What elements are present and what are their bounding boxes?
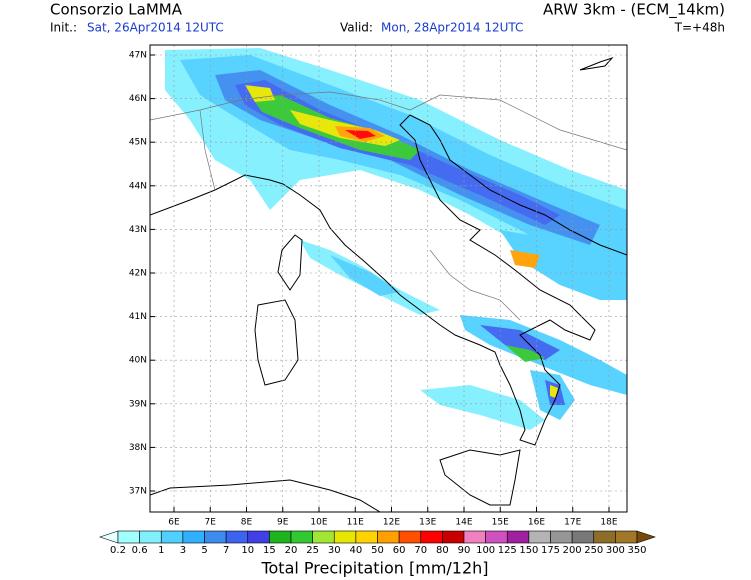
- map-area: [150, 45, 627, 512]
- colorbar-label: 15: [263, 545, 276, 556]
- lon-label: 16E: [528, 518, 545, 528]
- map-frame: [149, 44, 628, 513]
- colorbar-label: 5: [201, 545, 207, 556]
- lon-label: 7E: [205, 518, 217, 528]
- colorbar-label: 250: [584, 545, 603, 556]
- colorbar-box: [442, 530, 465, 544]
- colorbar-box: [550, 530, 573, 544]
- colorbar-label: 25: [306, 545, 319, 556]
- lon-label: 15E: [492, 518, 509, 528]
- colorbar-label: 50: [371, 545, 384, 556]
- lat-label: 44N: [129, 181, 147, 191]
- lon-label: 13E: [419, 518, 436, 528]
- colorbar-box: [463, 530, 486, 544]
- colorbar: 0.2 0.6 1 3 5 7 10 15 20 25 30 40 50 60 70 80 90 100 125 15…: [99, 530, 656, 556]
- lon-label: 6E: [168, 518, 180, 528]
- colorbar-label: 200: [563, 545, 582, 556]
- colorbar-label: 1: [158, 545, 164, 556]
- colorbar-high-arrow: [636, 530, 656, 544]
- lat-label: 40N: [129, 356, 147, 366]
- colorbar-label: 175: [541, 545, 560, 556]
- colorbar-label: 150: [519, 545, 538, 556]
- lat-label: 41N: [129, 312, 147, 322]
- lat-label: 45N: [129, 138, 147, 148]
- valid-time: Mon, 28Apr2014 12UTC: [381, 21, 523, 35]
- init-time: Sat, 26Apr2014 12UTC: [87, 21, 224, 35]
- colorbar-label: 20: [285, 545, 298, 556]
- colorbar-label: 350: [627, 545, 646, 556]
- lon-label: 10E: [310, 518, 327, 528]
- precipitation-field: [165, 48, 627, 430]
- lon-label: 14E: [455, 518, 472, 528]
- colorbar-box: [333, 530, 357, 544]
- colorbar-low-arrow: [99, 530, 119, 544]
- lat-label: 47N: [129, 51, 147, 61]
- valid-label: Valid:: [340, 21, 373, 35]
- colorbar-box: [204, 530, 227, 544]
- colorbar-box: [355, 530, 378, 544]
- legend-title: Total Precipitation [mm/12h]: [260, 559, 488, 578]
- colorbar-label: 10: [241, 545, 254, 556]
- colorbar-label: 125: [498, 545, 517, 556]
- lat-label: 46N: [129, 94, 147, 104]
- lon-label: 18E: [600, 518, 617, 528]
- colorbar-box: [290, 530, 313, 544]
- colorbar-box: [160, 530, 184, 544]
- colorbar-label: 40: [350, 545, 363, 556]
- lat-label: 39N: [129, 399, 147, 409]
- init-label: Init.:: [50, 21, 77, 35]
- colorbar-label: 80: [436, 545, 449, 556]
- colorbar-box: [139, 530, 162, 544]
- page-title: Consorzio LaMMA: [50, 1, 183, 19]
- lat-label: 38N: [129, 443, 147, 453]
- colorbar-label: 7: [223, 545, 229, 556]
- colorbar-box: [117, 530, 140, 544]
- colorbar-label: 3: [180, 545, 186, 556]
- lat-label: 37N: [129, 487, 147, 497]
- colorbar-label: 30: [328, 545, 341, 556]
- colorbar-label: 70: [414, 545, 427, 556]
- colorbar-box: [528, 530, 551, 544]
- lat-label: 42N: [129, 269, 147, 279]
- colorbar-label: 0.2: [110, 545, 126, 556]
- colorbar-box: [398, 530, 422, 544]
- lat-label: 43N: [129, 225, 147, 235]
- colorbar-box: [225, 530, 249, 544]
- lon-label: 9E: [277, 518, 289, 528]
- colorbar-box: [420, 530, 443, 544]
- colorbar-box: [247, 530, 270, 544]
- lon-label: 17E: [564, 518, 581, 528]
- model-label: ARW 3km - (ECM_14km): [543, 1, 725, 20]
- colorbar-box: [377, 530, 400, 544]
- colorbar-box: [593, 530, 616, 544]
- axis-labels: 47N 46N 45N 44N 43N 42N 41N 40N 39N 38N 37N 6E 7E 8E 9…: [129, 51, 618, 528]
- colorbar-label: 100: [476, 545, 495, 556]
- colorbar-box: [506, 530, 530, 544]
- colorbar-box: [312, 530, 335, 544]
- lead-time: T=+48h: [674, 21, 725, 35]
- colorbar-box: [269, 530, 292, 544]
- colorbar-box: [571, 530, 595, 544]
- lon-label: 8E: [241, 518, 253, 528]
- lon-label: 11E: [347, 518, 364, 528]
- colorbar-label: 300: [606, 545, 625, 556]
- colorbar-label: 60: [393, 545, 406, 556]
- colorbar-label: 90: [458, 545, 471, 556]
- lon-label: 12E: [383, 518, 400, 528]
- colorbar-label: 0.6: [132, 545, 148, 556]
- colorbar-box: [615, 530, 638, 544]
- colorbar-box: [485, 530, 508, 544]
- coastlines: [150, 56, 627, 512]
- colorbar-box: [182, 530, 205, 544]
